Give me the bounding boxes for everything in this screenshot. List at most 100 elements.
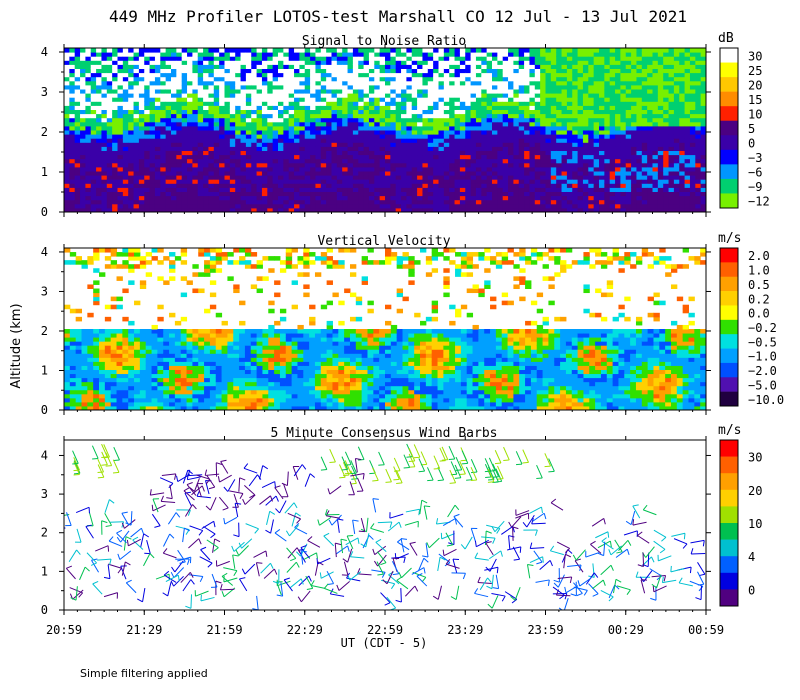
snr-cell [352, 72, 359, 78]
snr-cell [112, 93, 118, 98]
snr-cell [256, 105, 263, 110]
snr-cell [492, 80, 498, 86]
snr-cell [363, 121, 370, 127]
snr-cell [502, 146, 509, 151]
snr-cell [374, 109, 381, 115]
snr-cell [160, 138, 167, 143]
snr-cell [668, 150, 675, 156]
snr-cell [497, 150, 504, 156]
snr-cell [368, 195, 375, 201]
snr-cell [197, 52, 204, 57]
snr-cell [700, 146, 706, 151]
snr-cell [475, 93, 482, 98]
snr-cell [283, 72, 290, 78]
snr-cell [229, 171, 236, 176]
vv-cell [64, 349, 71, 354]
snr-cell [219, 171, 225, 176]
snr-cell [518, 158, 525, 164]
snr-cell [529, 166, 536, 172]
snr-cell [90, 179, 97, 184]
snr-cell [550, 199, 557, 205]
snr-cell [149, 97, 156, 102]
snr-cell [219, 117, 225, 123]
snr-cell [106, 187, 113, 192]
snr-cell [615, 175, 621, 180]
snr-cell [417, 154, 423, 160]
snr-cell [497, 97, 504, 102]
snr-cell [508, 130, 514, 135]
snr-cell [647, 183, 653, 188]
snr-cell [454, 68, 461, 74]
snr-cell [342, 171, 349, 176]
snr-cell [454, 162, 461, 168]
snr-cell [657, 207, 664, 212]
snr-cell [128, 84, 135, 90]
snr-cell [652, 130, 659, 135]
snr-cell [529, 183, 536, 188]
snr-cell [165, 109, 172, 115]
snr-cell [283, 203, 290, 209]
snr-cell [96, 121, 102, 127]
snr-cell [668, 48, 675, 53]
snr-cell [470, 158, 477, 164]
snr-cell [240, 89, 247, 94]
snr-cell [411, 183, 418, 188]
snr-cell [599, 125, 605, 131]
snr-cell [492, 150, 498, 156]
snr-cell [112, 68, 118, 74]
snr-cell [577, 150, 584, 156]
snr-cell [417, 134, 423, 139]
snr-cell [524, 52, 530, 57]
snr-cell [261, 171, 268, 176]
snr-cell [636, 146, 643, 151]
snr-cell [310, 195, 316, 201]
snr-cell [368, 162, 375, 168]
snr-cell [427, 93, 434, 98]
snr-cell [470, 48, 477, 53]
snr-cell [497, 52, 504, 57]
snr-cell [283, 125, 290, 131]
snr-cell [283, 166, 290, 172]
snr-cell [647, 76, 653, 82]
snr-cell [272, 105, 279, 110]
snr-cell [561, 93, 568, 98]
snr-cell [256, 154, 263, 160]
snr-cell [438, 191, 445, 197]
snr-cell [278, 89, 284, 94]
snr-cell [219, 121, 225, 127]
snr-cell [566, 48, 573, 53]
snr-cell [213, 76, 220, 82]
snr-cell [609, 125, 616, 131]
snr-cell [529, 113, 536, 119]
snr-cell [615, 101, 621, 106]
snr-cell [582, 146, 589, 151]
snr-cell [240, 52, 247, 57]
vv-cell [75, 308, 83, 314]
snr-cell [470, 138, 477, 143]
snr-cell [588, 109, 595, 115]
snr-cell [443, 72, 450, 78]
snr-cell [401, 84, 407, 90]
vv-cell [75, 373, 83, 379]
snr-cell [80, 125, 86, 131]
snr-cell [197, 113, 204, 119]
snr-cell [406, 125, 413, 131]
snr-cell [604, 158, 611, 164]
snr-cell [540, 154, 546, 160]
snr-cell [379, 101, 386, 106]
snr-cell [497, 109, 504, 115]
snr-cell [625, 191, 632, 197]
snr-cell [615, 162, 621, 168]
snr-cell [368, 142, 375, 147]
snr-cell [117, 48, 124, 53]
snr-cell [636, 109, 643, 115]
snr-cell [261, 76, 268, 82]
snr-cell [90, 195, 97, 201]
snr-cell [502, 150, 509, 156]
snr-cell [513, 97, 520, 102]
snr-cell [652, 199, 659, 205]
snr-cell [454, 142, 461, 147]
snr-cell [160, 72, 167, 78]
snr-cell [577, 166, 584, 172]
snr-cell [235, 76, 242, 82]
